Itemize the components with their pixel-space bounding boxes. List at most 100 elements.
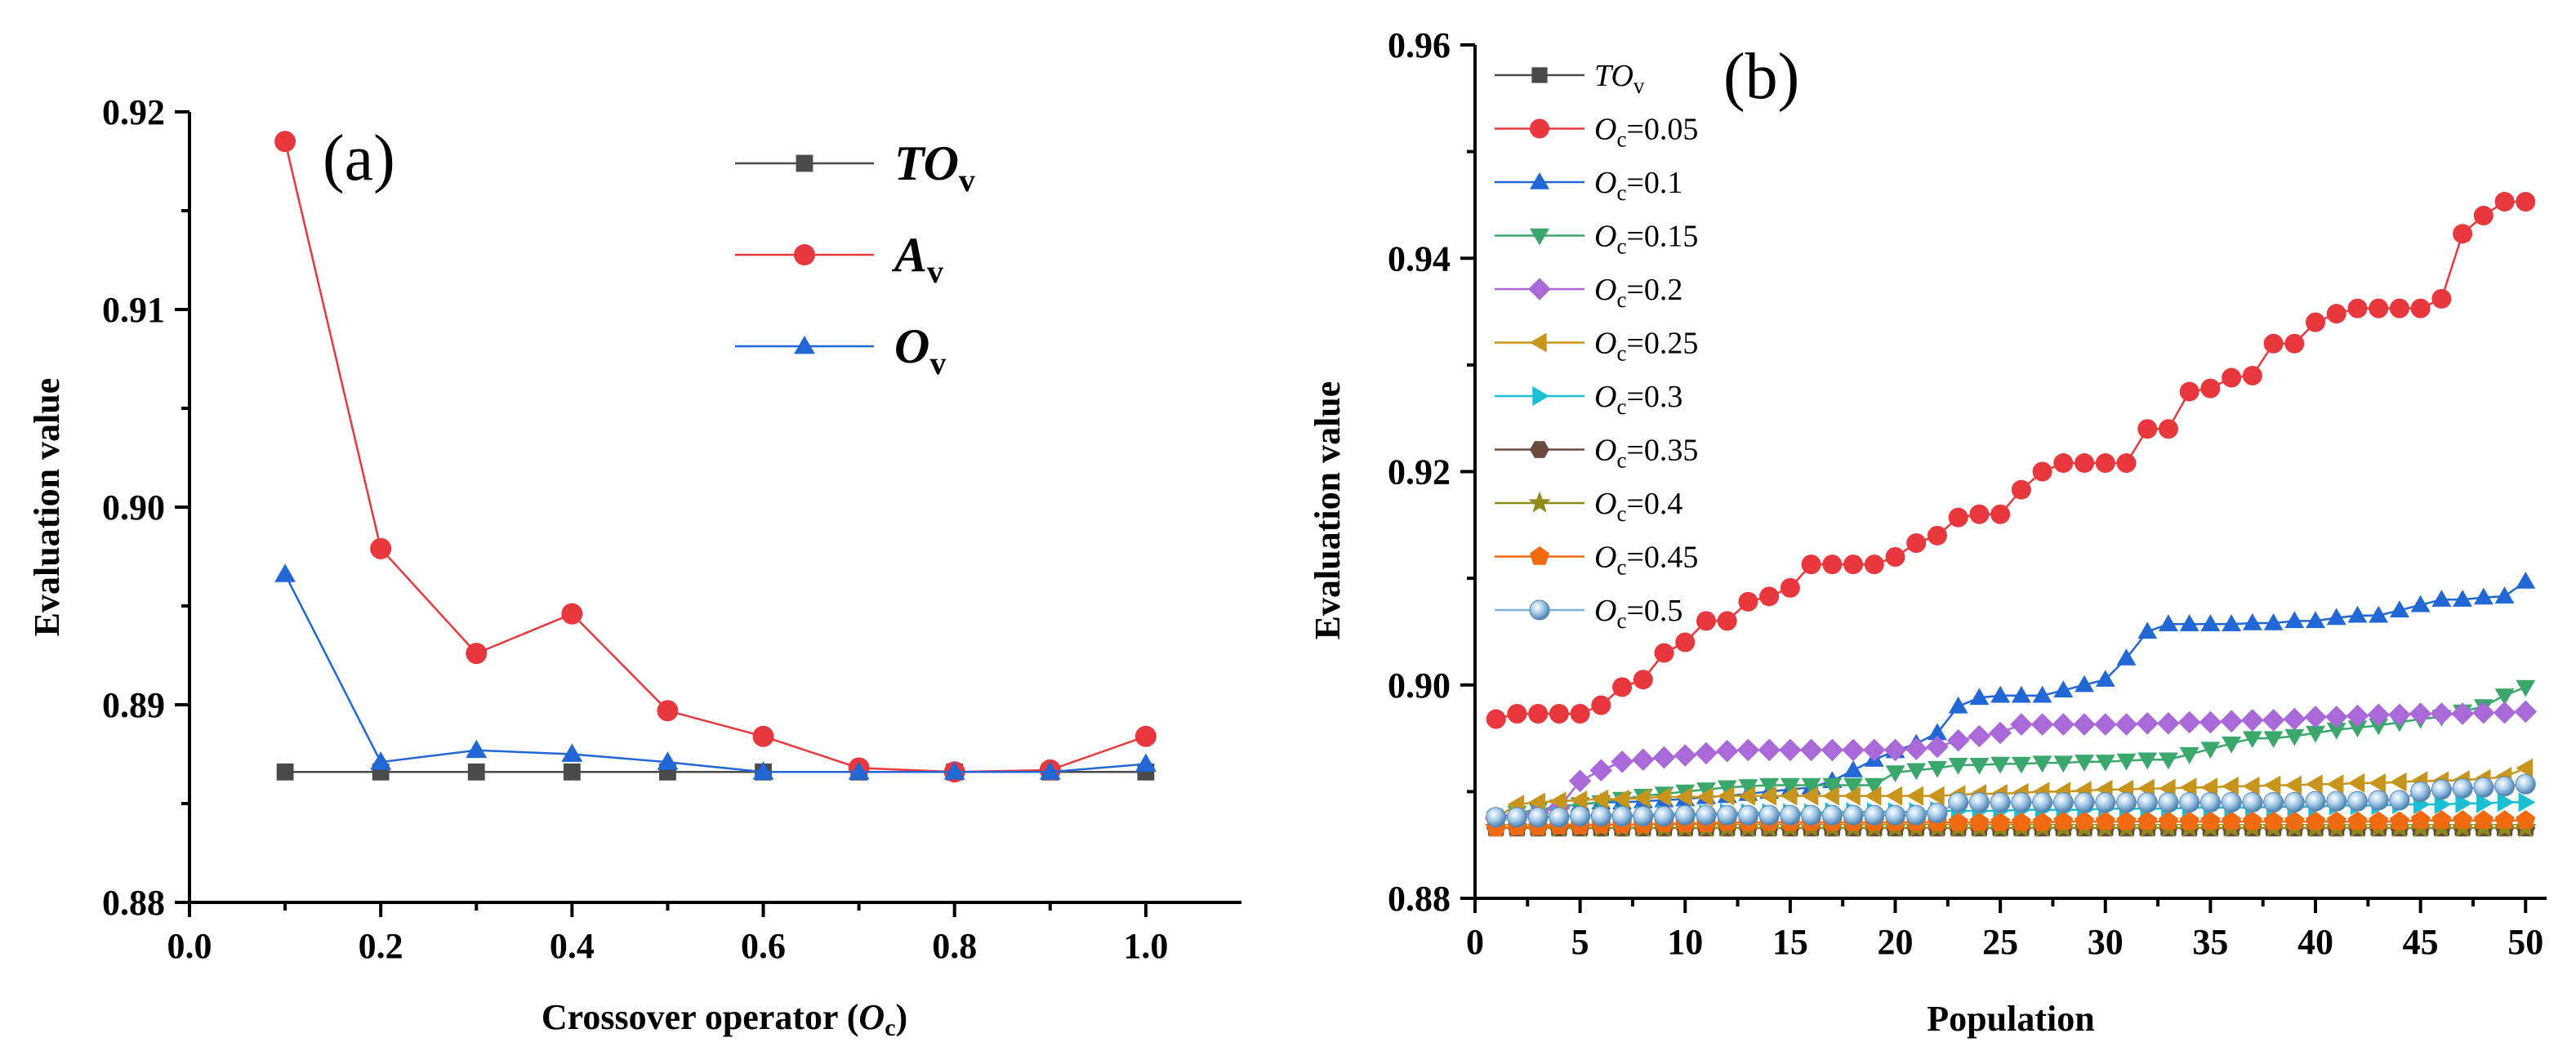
panel-b-x-tick-label: 45 <box>2403 922 2439 962</box>
panel-b-data-point <box>2516 810 2536 829</box>
panel-b-data-point <box>2516 192 2536 212</box>
panel-b-legend-label: Oc=0.15 <box>1594 220 1698 259</box>
panel-b-data-point <box>2304 706 2327 728</box>
panel-b-data-point <box>2222 811 2242 831</box>
panel-a-series-line <box>283 141 1147 773</box>
panel-a-data-point <box>752 725 774 747</box>
panel-b-data-point <box>2369 298 2389 318</box>
panel-b-data-point <box>1779 738 1802 762</box>
panel-b-legend-eq: =0.05 <box>1626 113 1698 147</box>
panel-b-data-point <box>2283 707 2306 731</box>
panel-b-data-point <box>2389 772 2407 792</box>
panel-b-data-point <box>2284 775 2302 795</box>
panel-b-data-point <box>2346 704 2369 728</box>
panel-b-data-point <box>2095 453 2115 474</box>
panel-b-data-point <box>2451 702 2474 725</box>
panel-b-data-point <box>2221 791 2242 813</box>
panel-b-legend-marker <box>1530 228 1549 246</box>
panel-b-data-point <box>2052 713 2075 736</box>
panel-b-data-point <box>2284 791 2305 813</box>
panel-b-legend-item: Oc=0.1 <box>1495 166 1682 205</box>
panel-b-data-point <box>2136 712 2159 735</box>
panel-b-data-point <box>1864 777 1884 795</box>
panel-b-data-point <box>2137 811 2158 831</box>
panel-a-data-point <box>370 537 392 559</box>
panel-b-data-point <box>2263 791 2284 813</box>
panel-b-legend-item: Oc=0.2 <box>1495 273 1682 312</box>
panel-b-data-point <box>2075 675 2094 693</box>
panel-a-x-axis-title: Crossover operator (Oc) <box>541 997 907 1041</box>
panel-a-data-point <box>1039 761 1061 780</box>
panel-b-data-point <box>2179 811 2199 831</box>
panel-b-data-point <box>2179 791 2200 813</box>
panel-b-data-point <box>2369 718 2389 736</box>
panel-b-data-point <box>1843 554 1864 575</box>
panel-b-data-point <box>2116 648 2137 666</box>
panel-b-data-point <box>2242 791 2263 813</box>
panel-b-data-point <box>1883 738 1907 762</box>
panel-b-data-point <box>2011 756 2031 774</box>
panel-b-data-point <box>1695 742 1718 765</box>
panel-b-legend-eq: =0.45 <box>1626 541 1698 575</box>
panel-a-data-point <box>561 743 583 762</box>
panel-b-data-point <box>2452 777 2473 799</box>
panel-b-data-point <box>2389 790 2410 811</box>
panel-b-data-point <box>2137 621 2158 639</box>
panel-b-data-point <box>2032 685 2052 703</box>
panel-a-legend-sub: v <box>927 253 943 290</box>
panel-b-label: (b) <box>1723 41 1799 113</box>
panel-b-data-point <box>2220 710 2243 733</box>
panel-b-legend-sub: c <box>1616 341 1626 366</box>
panel-b-data-point <box>2032 791 2053 813</box>
panel-b-legend-sub: c <box>1616 180 1626 205</box>
panel-a-data-point <box>848 761 870 780</box>
panel-b-data-point <box>2306 725 2325 743</box>
panel-a-y-tick-label: 0.92 <box>102 92 165 132</box>
panel-a-legend-item: TOv <box>735 136 975 198</box>
panel-b-data-point <box>1611 750 1633 773</box>
panel-b-legend-marker <box>1530 172 1549 189</box>
panel-b-data-point <box>1589 759 1613 782</box>
panel-b-data-point <box>2095 811 2115 831</box>
panel-b-series-1 <box>1486 192 2536 729</box>
panel-b-data-point <box>1738 779 1758 796</box>
panel-a-series <box>274 131 1157 783</box>
panel-b-legend-item: Oc=0.45 <box>1495 541 1698 580</box>
panel-b-legend-marker <box>1530 332 1547 353</box>
panel-b-legend-item: Oc=0.05 <box>1495 113 1698 152</box>
panel-b-data-point <box>2430 702 2453 725</box>
panel-b-data-point <box>1885 765 1905 782</box>
panel-b-data-point <box>2011 791 2032 813</box>
panel-b-data-point <box>1570 805 1591 826</box>
panel-b-data-point <box>2494 688 2515 706</box>
panel-b-data-point <box>2179 777 2197 798</box>
panel-b-legend-name: O <box>1594 273 1616 307</box>
panel-b-data-point <box>2074 791 2095 813</box>
panel-b-data-point <box>1969 688 1990 706</box>
panel-b-legend-sub: c <box>1616 287 1626 312</box>
panel-a-data-point <box>752 761 774 780</box>
panel-b-data-point <box>2347 298 2368 318</box>
panel-a-y-tick-label: 0.89 <box>102 685 165 725</box>
panel-b-data-point <box>1568 769 1592 793</box>
panel-b-data-point <box>2473 206 2494 225</box>
panel-a-legend-label: Av <box>891 228 943 290</box>
panel-b-data-point <box>1822 786 1839 806</box>
panel-b-data-point <box>1799 738 1823 762</box>
panel-b-data-point <box>2473 777 2494 798</box>
panel-b-data-point <box>2095 791 2116 813</box>
panel-b-x-tick-label: 15 <box>1772 922 1808 962</box>
panel-b-data-point <box>1759 586 1780 607</box>
panel-a-series-av <box>274 131 1157 783</box>
panel-b-data-point <box>2158 419 2178 439</box>
panel-a-data-point <box>561 603 583 625</box>
panel-b-data-point <box>2326 304 2346 324</box>
panel-b-x-tick-label: 20 <box>1878 922 1914 962</box>
panel-b-data-point <box>1633 788 1651 808</box>
panel-b-data-point <box>1654 643 1674 663</box>
panel-b-data-point <box>1654 805 1675 826</box>
panel-a-legend-sub: v <box>959 162 975 198</box>
panel-b-data-point <box>1612 677 1633 697</box>
panel-b-data-point <box>1990 812 2011 831</box>
panel-b-legend-sub: c <box>1616 448 1626 473</box>
